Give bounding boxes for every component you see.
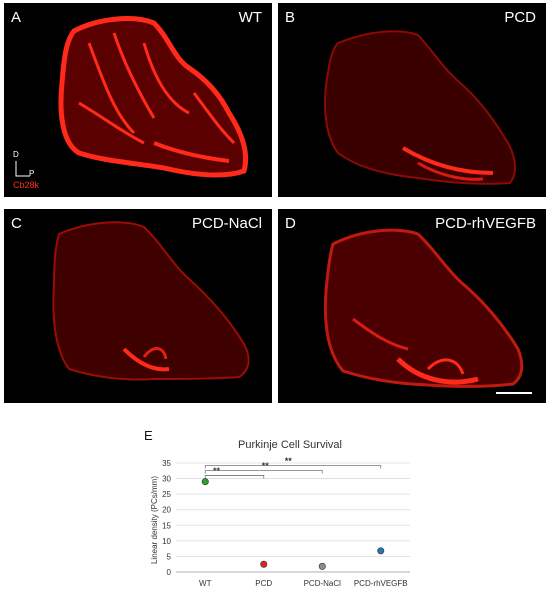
panel-condition-label: PCD-rhVEGFB	[435, 215, 536, 232]
posterior-label: P	[29, 169, 35, 178]
data-point	[201, 478, 209, 486]
x-tick-label: PCD-rhVEGFB	[354, 579, 408, 588]
significance-bracket	[204, 475, 265, 479]
y-tick-label: 20	[162, 506, 171, 515]
dorsal-label: D	[13, 150, 19, 159]
panel-condition-label: WT	[238, 9, 262, 26]
y-tick-label: 15	[162, 521, 171, 530]
cerebellum-section-pcd-rhvegfb	[323, 228, 524, 388]
significance-label: **	[262, 461, 270, 471]
x-tick-labels: WT PCD PCD-NaCl PCD-rhVEGFB	[199, 579, 408, 588]
panel-d-image: D PCD-rhVEGFB	[278, 209, 546, 403]
cerebellum-section-wt	[58, 16, 249, 178]
cerebellum-section-pcd-nacl	[52, 221, 250, 381]
panel-c-image: C PCD-NaCl	[4, 209, 272, 403]
panel-letter: C	[11, 215, 22, 232]
scale-bar	[496, 392, 532, 394]
data-point	[260, 560, 268, 568]
data-point	[377, 547, 385, 555]
y-tick-label: 25	[162, 490, 171, 499]
data-points	[201, 478, 385, 570]
panel-b-image: B PCD	[278, 3, 546, 197]
significance-brackets: ** ** **	[204, 456, 382, 479]
x-tick-label: WT	[199, 579, 212, 588]
orientation-arrows-icon	[15, 161, 30, 177]
y-tick-label: 35	[162, 459, 171, 468]
y-tick-labels: 0 5 10 15 20 25 30 35	[162, 459, 171, 577]
panel-letter: A	[11, 9, 22, 26]
purkinje-survival-chart: Purkinje Cell Survival Linear density (P…	[150, 439, 410, 588]
panel-condition-label: PCD	[504, 9, 536, 26]
data-point	[318, 562, 326, 570]
y-tick-label: 0	[167, 568, 172, 577]
cerebellum-section-pcd	[324, 30, 516, 185]
gridlines	[176, 462, 410, 573]
y-axis-label: Linear density (PCs/mm)	[150, 476, 159, 564]
stain-label: Cb28k	[13, 180, 40, 190]
panel-letter: B	[285, 9, 296, 26]
significance-bracket	[204, 470, 323, 474]
y-tick-label: 30	[162, 475, 171, 484]
panel-letter: D	[285, 215, 296, 232]
panel-letter: E	[144, 428, 153, 443]
panel-a-image: A WT D P Cb28k	[4, 3, 272, 197]
x-tick-label: PCD	[255, 579, 272, 588]
y-tick-label: 10	[162, 537, 171, 546]
y-tick-label: 5	[167, 552, 172, 561]
significance-label: **	[213, 466, 221, 476]
significance-label: **	[285, 456, 293, 466]
significance-bracket	[204, 465, 382, 469]
panel-condition-label: PCD-NaCl	[191, 215, 262, 232]
chart-title: Purkinje Cell Survival	[238, 439, 342, 451]
x-tick-label: PCD-NaCl	[304, 579, 342, 588]
